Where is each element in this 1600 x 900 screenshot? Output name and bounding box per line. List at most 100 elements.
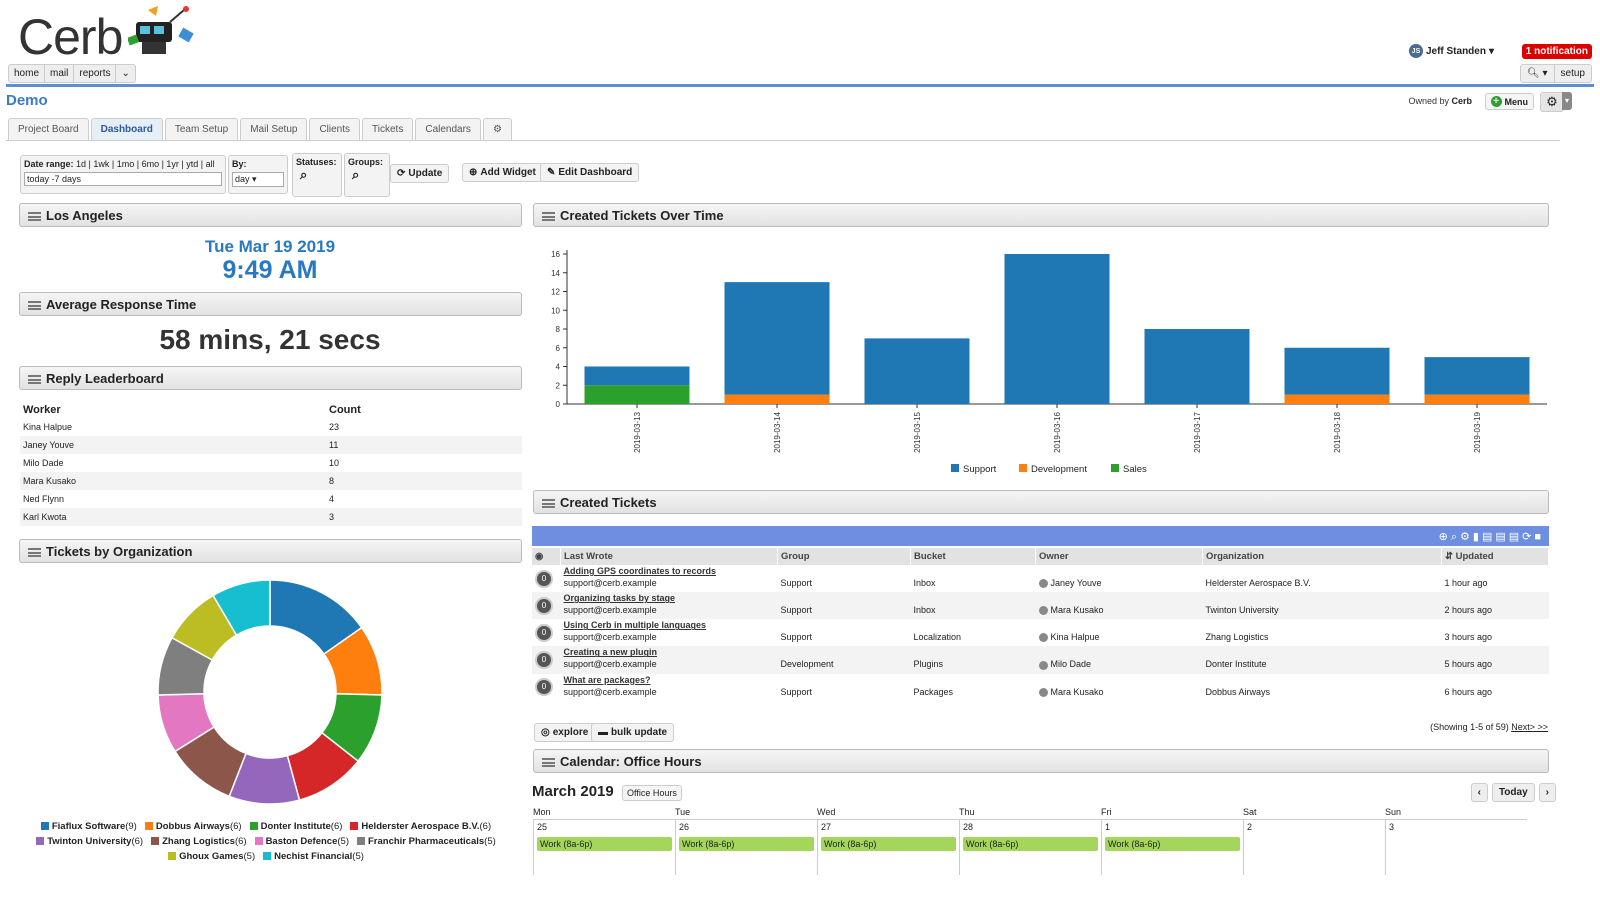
statuses-filter[interactable]: Statuses: ⌕ <box>292 153 342 197</box>
ticket-owner[interactable]: Milo Dade <box>1035 658 1203 674</box>
bulk-update-button[interactable]: ▬ bulk update <box>591 723 675 742</box>
table-row[interactable]: 0 Creating a new plugin <box>532 646 1549 674</box>
table-row[interactable]: 0 Using Cerb in multiple languages <box>532 619 1549 642</box>
search-icon[interactable]: ⌕ <box>300 167 308 182</box>
column-header[interactable]: Owner <box>1035 548 1203 565</box>
ticket-subject-link[interactable]: Creating a new plugin <box>563 647 658 658</box>
groups-filter[interactable]: Groups: ⌕ <box>344 153 390 197</box>
calendar-day-cell[interactable]: 26 Work (8a-6p) <box>675 819 817 875</box>
column-header[interactable]: Bucket <box>910 548 1036 565</box>
drag-handle-icon[interactable] <box>28 375 41 384</box>
search-icon[interactable]: ⌕ <box>352 167 360 182</box>
legend-item[interactable]: Fiaflux Software(9) <box>40 820 137 833</box>
ticket-subject-link[interactable]: What are packages? <box>563 674 651 685</box>
calendar-event[interactable]: Work (8a-6p) <box>821 837 956 851</box>
ticket-owner[interactable]: Kina Halpue <box>1036 631 1203 646</box>
update-button[interactable]: ⟳ Update <box>390 164 450 183</box>
legend-item[interactable]: Zhang Logistics(6) <box>151 835 247 848</box>
calendar-day-cell[interactable]: 27 Work (8a-6p) <box>817 819 959 875</box>
app-logo[interactable]: Cerb <box>18 9 123 65</box>
calendar-day-cell[interactable]: 1 Work (8a-6p) <box>1101 819 1243 875</box>
widget-header-created-over-time[interactable]: Created Tickets Over Time <box>533 203 1549 227</box>
legend-item[interactable]: Franchir Pharmaceuticals(5) <box>357 835 496 848</box>
gear-icon[interactable]: ⚙ <box>1540 92 1564 112</box>
widget-header-calendar[interactable]: Calendar: Office Hours <box>533 749 1549 773</box>
explore-button[interactable]: ◎ explore <box>534 723 596 742</box>
legend-item[interactable]: Nechist Financial(5) <box>263 850 364 863</box>
tab-clients[interactable]: Clients <box>309 118 361 140</box>
legend-item[interactable]: Helderster Aerospace B.V.(6) <box>350 820 491 833</box>
tab-tickets[interactable]: Tickets <box>362 118 414 140</box>
date-range-presets[interactable]: 1d | 1wk | 1mo | 6mo | 1yr | ytd | all <box>76 159 215 169</box>
tab-dashboard[interactable]: Dashboard <box>90 118 163 140</box>
table-row[interactable]: 0 Organizing tasks by stage <box>532 592 1549 620</box>
worklist-toolbar-icons[interactable]: ⊕⌕⚙▮▤▤▤⟳■ <box>1438 531 1544 543</box>
calendar-event[interactable]: Work (8a-6p) <box>963 837 1098 851</box>
nav-home[interactable]: home <box>9 65 46 82</box>
calendar-event[interactable]: Work (8a-6p) <box>679 837 814 851</box>
drag-handle-icon[interactable] <box>542 499 555 508</box>
eye-icon[interactable]: ◉ <box>532 548 561 565</box>
nav-reports[interactable]: reports <box>74 65 117 82</box>
date-range-input[interactable]: today -7 days <box>24 172 222 186</box>
next-page-link[interactable]: Next> >> <box>1511 722 1548 732</box>
widget-header-leaderboard[interactable]: Reply Leaderboard <box>19 366 522 390</box>
ticket-org[interactable]: Donter Institute <box>1202 658 1442 674</box>
chevron-right-icon[interactable]: › <box>1538 783 1556 802</box>
nav-mail[interactable]: mail <box>45 65 75 82</box>
legend-item[interactable]: Baston Defence(5) <box>254 835 349 848</box>
today-button[interactable]: Today <box>1491 783 1535 802</box>
legend-item[interactable]: Donter Institute(6) <box>249 820 342 833</box>
owner-name[interactable]: Cerb <box>1451 96 1472 106</box>
ticket-subject-link[interactable]: Organizing tasks by stage <box>563 593 676 604</box>
legend-item[interactable]: Dobbus Airways(6) <box>144 820 242 833</box>
column-header[interactable]: Last Wrote <box>560 548 778 565</box>
calendar-event[interactable]: Work (8a-6p) <box>1105 837 1240 851</box>
drag-handle-icon[interactable] <box>542 758 555 767</box>
column-header[interactable]: Organization <box>1202 548 1442 565</box>
menu-button[interactable]: + Menu <box>1484 93 1534 110</box>
column-header[interactable]: Group <box>777 548 911 565</box>
by-select[interactable]: day ▾ <box>232 172 284 187</box>
calendar-day-cell[interactable]: 3 <box>1385 819 1527 875</box>
calendar-event[interactable]: Work (8a-6p) <box>537 837 672 851</box>
add-widget-button[interactable]: ⊕ Add Widget <box>462 163 543 182</box>
ticket-subject-link[interactable]: Using Cerb in multiple languages <box>563 620 707 631</box>
ticket-owner[interactable]: Mara Kusako <box>1035 604 1203 620</box>
widget-header-response-time[interactable]: Average Response Time <box>19 292 522 316</box>
calendar-day-cell[interactable]: 28 Work (8a-6p) <box>959 819 1101 875</box>
tab-mail-setup[interactable]: Mail Setup <box>240 118 308 140</box>
calendar-name-badge[interactable]: Office Hours <box>622 785 682 801</box>
nav-more-chevron-icon[interactable]: ⌄ <box>121 68 130 79</box>
widget-header-created-tickets[interactable]: Created Tickets <box>533 490 1549 514</box>
table-row[interactable]: 0 Adding GPS coordinates to records <box>532 565 1549 588</box>
ticket-subject-link[interactable]: Adding GPS coordinates to records <box>563 566 717 576</box>
user-menu[interactable]: JS Jeff Standen ▾ <box>1408 44 1494 58</box>
tab-settings-gear-icon[interactable]: ⚙ <box>482 118 512 140</box>
chevron-left-icon[interactable]: ‹ <box>1470 783 1488 802</box>
notification-badge[interactable]: 1 notification <box>1521 44 1592 59</box>
ticket-org[interactable]: Zhang Logistics <box>1205 632 1269 643</box>
nav-setup[interactable]: setup <box>1560 68 1585 79</box>
widget-header-clock[interactable]: Los Angeles <box>19 203 522 227</box>
legend-item[interactable]: Ghoux Games(5) <box>168 850 255 863</box>
table-row[interactable]: 0 What are packages? <box>532 674 1549 697</box>
search-icon[interactable]: 🔍︎ ▾ <box>1521 65 1555 82</box>
calendar-day-cell[interactable]: 2 <box>1243 819 1385 875</box>
drag-handle-icon[interactable] <box>28 301 41 310</box>
tab-calendars[interactable]: Calendars <box>415 118 481 140</box>
ticket-owner[interactable]: Mara Kusako <box>1036 686 1203 701</box>
ticket-org[interactable]: Helderster Aerospace B.V. <box>1205 578 1311 589</box>
widget-header-orgs[interactable]: Tickets by Organization <box>19 539 522 563</box>
drag-handle-icon[interactable] <box>542 212 555 221</box>
edit-dashboard-button[interactable]: ✎ Edit Dashboard <box>540 163 640 182</box>
drag-handle-icon[interactable] <box>28 212 41 221</box>
ticket-owner[interactable]: Janey Youve <box>1036 577 1203 592</box>
ticket-org[interactable]: Dobbus Airways <box>1205 686 1271 697</box>
tab-team-setup[interactable]: Team Setup <box>164 118 239 140</box>
legend-item[interactable]: Twinton University(6) <box>36 835 143 848</box>
ticket-org[interactable]: Twinton University <box>1202 604 1442 620</box>
drag-handle-icon[interactable] <box>28 548 41 557</box>
column-header-sorted[interactable]: ⇵ Updated <box>1441 548 1549 565</box>
tab-project-board[interactable]: Project Board <box>8 118 89 140</box>
